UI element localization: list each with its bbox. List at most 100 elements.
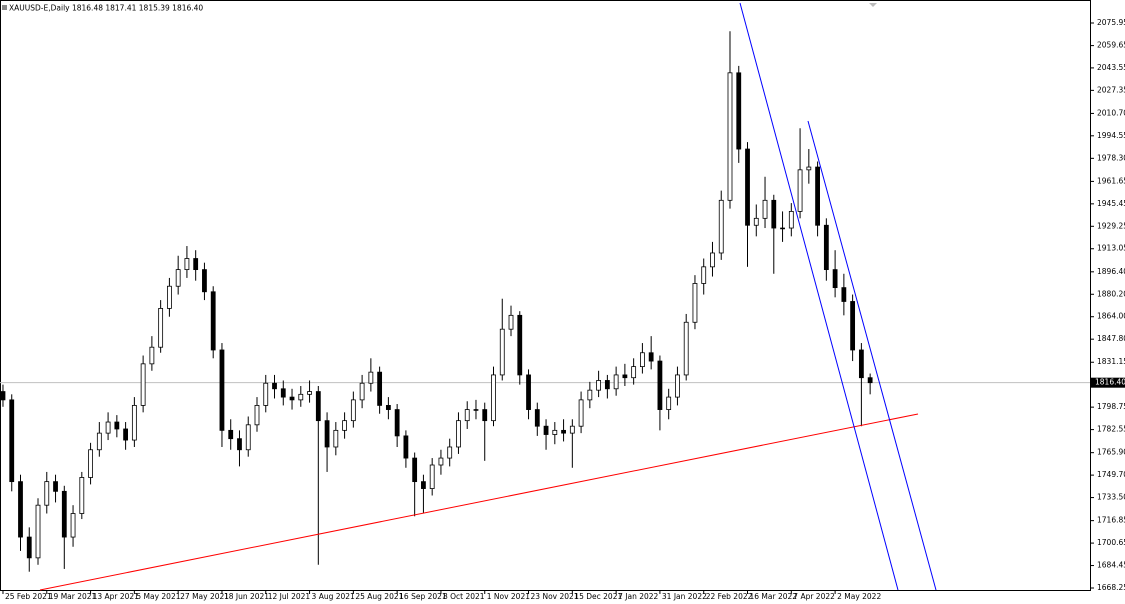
candle-body	[517, 314, 523, 376]
y-tick-label: 1929.25	[1097, 221, 1125, 230]
y-tick-label: 1700.65	[1097, 538, 1125, 547]
candle-body	[464, 409, 470, 422]
candle-body	[219, 349, 225, 431]
y-tick-label: 1913.05	[1097, 244, 1125, 253]
x-tick-label: 16 Mar 2022	[750, 592, 798, 601]
y-tick-label: 1961.65	[1097, 176, 1125, 185]
candle-body	[701, 266, 707, 284]
x-tick-label: 18 Jun 2021	[224, 592, 269, 601]
candle-body	[105, 421, 111, 434]
y-tick-label: 2059.65	[1097, 41, 1125, 50]
candle-body	[324, 420, 330, 448]
candle-body	[823, 224, 829, 271]
candle-body	[850, 301, 856, 351]
candle-body	[70, 513, 76, 538]
y-tick-label: 1945.45	[1097, 199, 1125, 208]
y-tick-label: 1684.45	[1097, 561, 1125, 570]
candle-body	[403, 435, 409, 459]
channel-line	[739, 2, 899, 591]
candle-body	[657, 360, 663, 410]
candle-body	[254, 405, 260, 426]
candle-body	[543, 425, 549, 435]
candle-body	[114, 421, 120, 430]
current-price-label: 1816.40	[1095, 378, 1125, 387]
candle-body	[0, 391, 6, 401]
x-tick-label: 1 Nov 2021	[487, 592, 530, 601]
candle-body	[692, 283, 698, 323]
candle-body	[158, 308, 164, 348]
candle-body	[184, 258, 190, 271]
candle-body	[482, 409, 488, 422]
x-tick-label: 25 Feb 2021	[5, 592, 52, 601]
candle-body	[473, 409, 479, 411]
candle-body	[499, 328, 505, 376]
candle-body	[736, 72, 742, 150]
shift-marker	[869, 3, 877, 7]
candle-body	[771, 199, 777, 229]
y-tick-label: 1733.50	[1097, 493, 1125, 502]
candle-body	[710, 252, 715, 268]
candle-body	[385, 405, 391, 410]
marks	[0, 31, 1090, 572]
y-tick-label: 1749.70	[1097, 470, 1125, 479]
candle-body	[88, 449, 93, 478]
y-tick-label: 1831.15	[1097, 357, 1125, 366]
y-tick-label: 1798.75	[1097, 402, 1125, 411]
y-tick-label: 2027.35	[1097, 85, 1125, 94]
candle-body	[587, 389, 593, 401]
candle-body	[315, 391, 321, 422]
candle-body	[96, 432, 102, 451]
candle-body	[140, 363, 146, 406]
candle-body	[753, 217, 759, 226]
candle-body	[350, 399, 356, 422]
candle-body	[508, 314, 514, 330]
candle-body	[438, 457, 444, 466]
candle-body	[272, 382, 277, 390]
candle-body	[237, 438, 242, 451]
candle-body	[61, 490, 67, 538]
candle-body	[421, 481, 426, 489]
candle-body	[666, 396, 672, 410]
candle-body	[368, 371, 374, 384]
candle-body	[596, 380, 602, 391]
candle-body	[832, 269, 838, 289]
candle-body	[35, 504, 41, 559]
candle-body	[640, 352, 645, 368]
candle-body	[780, 227, 785, 230]
candle-body	[526, 374, 531, 410]
candle-body	[359, 382, 365, 401]
candle-body	[333, 429, 339, 448]
x-tick-label: 23 Nov 2021	[531, 592, 579, 601]
y-tick-label: 1994.55	[1097, 131, 1125, 140]
candle-body	[123, 428, 129, 441]
candle-body	[604, 380, 610, 390]
candle-body	[193, 258, 199, 271]
candle-body	[578, 399, 584, 427]
y-tick-label: 1847.80	[1097, 334, 1125, 343]
candle-body	[491, 374, 496, 422]
x-tick-label: 15 Dec 2021	[574, 592, 622, 601]
current-price-box	[1091, 377, 1125, 388]
y-tick-label: 1716.85	[1097, 516, 1125, 525]
x-tick-label: 27 May 2021	[180, 592, 229, 601]
candle-body	[718, 199, 724, 254]
candle-body	[447, 446, 453, 459]
candle-body	[631, 366, 637, 379]
candle-body	[675, 374, 680, 398]
candle-body	[167, 285, 172, 309]
candle-body	[149, 346, 155, 365]
x-tick-label: 3 Aug 2021	[312, 592, 355, 601]
candle-body	[18, 481, 23, 538]
y-tick-label: 2010.70	[1097, 108, 1125, 117]
channel-line	[807, 120, 937, 591]
candle-body	[394, 409, 400, 437]
candle-body	[289, 396, 295, 401]
x-tick-label: 2 May 2022	[837, 592, 881, 601]
candle-body	[175, 269, 181, 287]
x-tick-label: 12 Jul 2021	[268, 592, 311, 601]
candle-body	[788, 211, 794, 229]
candle-body	[263, 382, 269, 406]
y-tick-label: 2075.95	[1097, 18, 1125, 27]
